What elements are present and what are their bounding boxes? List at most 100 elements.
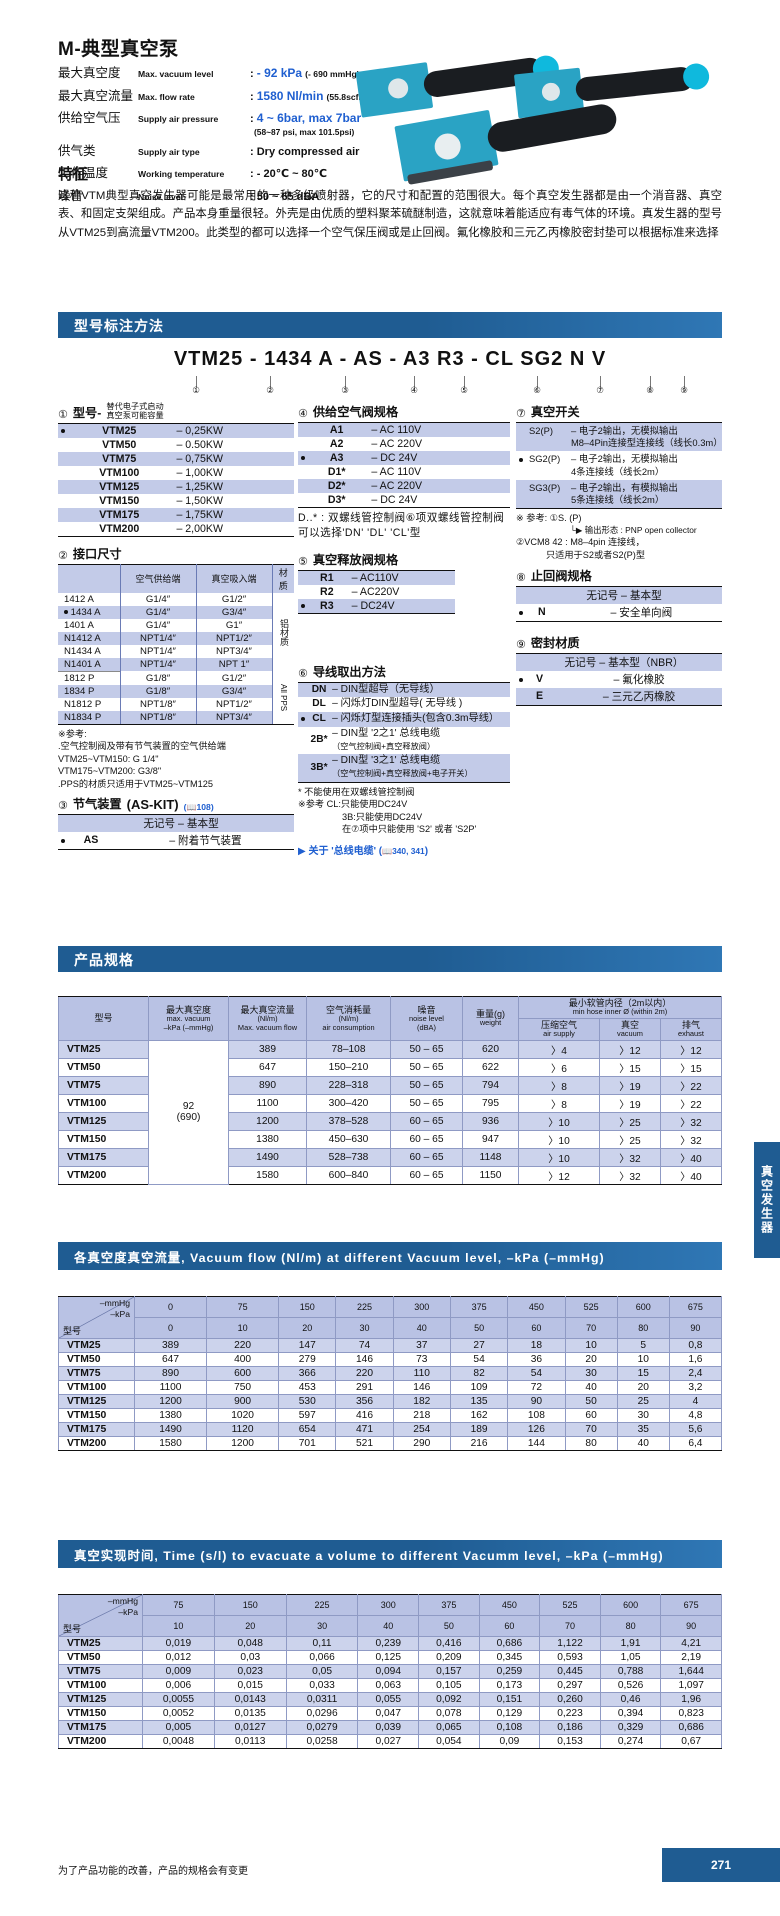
option-row[interactable]: VTM200 – 2,00KW [58,522,294,537]
iface-name: 1812 P [58,670,121,685]
option-row[interactable]: S2(P) – 电子2输出，无模拟输出 M8–4Pin连接型连接线（线长0.3m） [516,422,723,452]
cell-noise: 50 – 65 [390,1057,463,1077]
option-row[interactable]: VTM100 – 1,00KW [58,466,294,480]
option-value: – 电子2输出，有模拟输出 5条连接线（线长2m） [568,479,722,509]
cell-value: 0,005 [142,1720,215,1735]
option-key: A3 [308,451,366,465]
table-row[interactable]: N1812 P NPT1/8″ NPT1/2″ [58,697,294,711]
callout-9: ⑨ [680,385,688,395]
table-row: VTM50 647 150–210 50 – 65 622 〉6 〉15 〉15 [58,1057,723,1077]
page-title: M-典型真空泵 [58,39,179,60]
option-row[interactable]: V – 氟化橡胶 [516,671,722,688]
table-row: VTM100 1100 300–420 50 – 65 795 〉8 〉19 〉… [58,1093,723,1113]
note-line: .空气控制阀及带有节气装置的空气供给端 [58,741,226,752]
option-row[interactable]: E – 三元乙丙橡胶 [516,687,722,706]
option-row[interactable]: 无记号 – 基本型 [516,586,722,604]
option-row[interactable]: 无记号 – 基本型（NBR） [516,653,722,671]
table-row[interactable]: 1401 A G1/4″ G1″ [58,618,294,632]
cell-vacuum-hose: 〉25 [598,1111,661,1131]
option-key: VTM200 [99,522,140,535]
option-key: 3B* [308,754,331,782]
callout-6: ⑥ [533,385,541,395]
option-row[interactable]: VTM150 – 1,50KW [58,494,294,508]
option-row[interactable]: R2 – AC220V [298,585,455,599]
cell-air: 78–108 [306,1039,391,1059]
option-row[interactable]: A3– DC 24V [298,451,510,465]
spec-row: 供气类 Supply air type : Dry compressed air [58,140,418,159]
table-row[interactable]: 1434 A G1/4″ G3/4″ [58,605,294,619]
col-header-vacuum: 最大真空度 max. vacuum –kPa (–mmHg) [148,996,229,1041]
col-header-mmhg: 600 [599,1594,662,1616]
option-row[interactable]: DN – DIN型超导（无导线） [298,682,510,698]
cell-supply: 〉10 [518,1147,600,1167]
option-row[interactable]: AS – 附着节气装置 [58,832,294,850]
table-row[interactable]: N1412 A NPT1/4″ NPT1/2″ [58,631,294,645]
option-row[interactable]: 无记号 – 基本型 [58,814,294,832]
table-row: VTM50 0,012 0,03 0,066 0,125 0,209 0,345 0,593 1… [58,1650,722,1665]
option-row[interactable]: D3* – DC 24V [298,493,510,508]
option-row[interactable]: VTM175– 1,75KW [58,507,294,522]
callout-4: ④ [410,385,418,395]
cell-air: 450–630 [306,1129,391,1149]
option-row[interactable]: VTM75– 0,75KW [58,451,294,466]
option-row[interactable]: D2* – AC 220V [298,479,510,493]
table-row[interactable]: 1812 P G1/8″ G1/2″ All PPS [58,670,294,724]
selected-dot [61,838,65,843]
cell-value: 20 [564,1352,618,1367]
cell-value: 0,526 [599,1678,662,1693]
cell-value: 220 [335,1366,394,1381]
option-key: DN [308,682,331,698]
bus-cable-link[interactable]: ▶ 关于 '总线电缆' (📖340, 341) [298,845,429,857]
section-number: ① [58,408,68,421]
col-header-mmhg: 0 [133,1296,208,1318]
option-key: VTM25 [68,423,171,438]
cell-air: 378–528 [306,1111,391,1131]
col-header-vacuum-hose: 真空 vacuum [598,1017,661,1041]
corner-header: –mmHg –kPa 型号 [58,1296,135,1339]
col-header-noise: 噪音 noise level (dBA) [390,996,463,1041]
table-row[interactable]: 1412 A G1/4″ G1/2″ 铝材质 [58,592,294,672]
col-header-kpa: 70 [539,1615,601,1637]
cell-value: 597 [278,1408,337,1423]
iface-supply: NPT1/8″ [119,697,197,711]
option-row[interactable]: D1* – AC 110V [298,465,510,479]
cell-value: 1380 [133,1408,208,1423]
option-row[interactable]: A1– AC 110V [298,422,510,437]
cell-exhaust: 〉12 [659,1039,723,1059]
option-row[interactable]: SG2(P) – 电子2输出，无模拟输出 4条连接线（线长2m） [516,451,722,479]
option-row[interactable]: DL – 闪烁灯DIN型超导( 无导线 ) [298,697,510,712]
option-row[interactable]: 3B* – DIN型 '3之1' 总线电缆 （空气控制阀+真空释放阀+电子开关） [298,754,510,782]
option-row[interactable]: 2B* – DIN型 '2之1' 总线电缆 （空气控制阀+真空释放阀） [298,727,510,755]
option-row[interactable]: CL – 闪烁灯型连接插头(包含0.3m导线） [298,712,510,727]
table-row[interactable]: N1434 A NPT1/4″ NPT3/4″ [58,644,294,658]
section-7-notes: ※ 参考: ①S. (P) └▶ 输出形态 : PNP open collect… [516,512,722,561]
option-row[interactable]: VTM50 – 0.50KW [58,438,294,452]
cell-air: 528–738 [306,1147,391,1167]
page-ref[interactable]: (📖108) [183,801,214,812]
table-row[interactable]: N1834 P NPT1/8″ NPT3/4″ [58,710,294,724]
table-row: VTM75 0,009 0,023 0,05 0,094 0,157 0,259 0,445 0… [58,1664,722,1679]
cell-value: 1,05 [599,1650,662,1665]
option-value: – 0.50KW [176,438,223,451]
option-row[interactable]: R3– DC24V [298,598,455,614]
option-value: – DC 24V [371,494,418,506]
table-header-row: 空气供给端 真空吸入端 材质 [58,564,294,593]
cell-supply: 〉6 [518,1057,600,1077]
option-row[interactable]: R1– AC110V [298,570,455,585]
option-value: – DC 24V [365,451,510,465]
cell-noise: 50 – 65 [390,1093,463,1113]
option-row[interactable]: VTM125– 1,25KW [58,479,294,494]
selected-dot [61,429,65,434]
table-row[interactable]: N1401 A NPT1/4″ NPT 1″ [58,657,294,672]
cell-air: 600–840 [306,1165,391,1185]
table-row[interactable]: 1834 P G1/8″ G3/4″ [58,684,294,698]
option-row[interactable]: A2 – AC 220V [298,437,510,451]
cell-value: 389 [133,1338,208,1353]
option-row[interactable]: SG3(P) – 电子2输出，有模拟输出 5条连接线（线长2m） [516,479,722,509]
option-key: SG2(P) [529,453,561,465]
option-row[interactable]: VTM25– 0,25KW [58,423,294,438]
option-row[interactable]: N – 安全单向阀 [516,604,722,622]
option-value: – 0,75KW [170,451,294,466]
material-label-pps: All PPS [271,671,294,724]
section-2-header: ② 接口尺寸 [58,544,294,562]
